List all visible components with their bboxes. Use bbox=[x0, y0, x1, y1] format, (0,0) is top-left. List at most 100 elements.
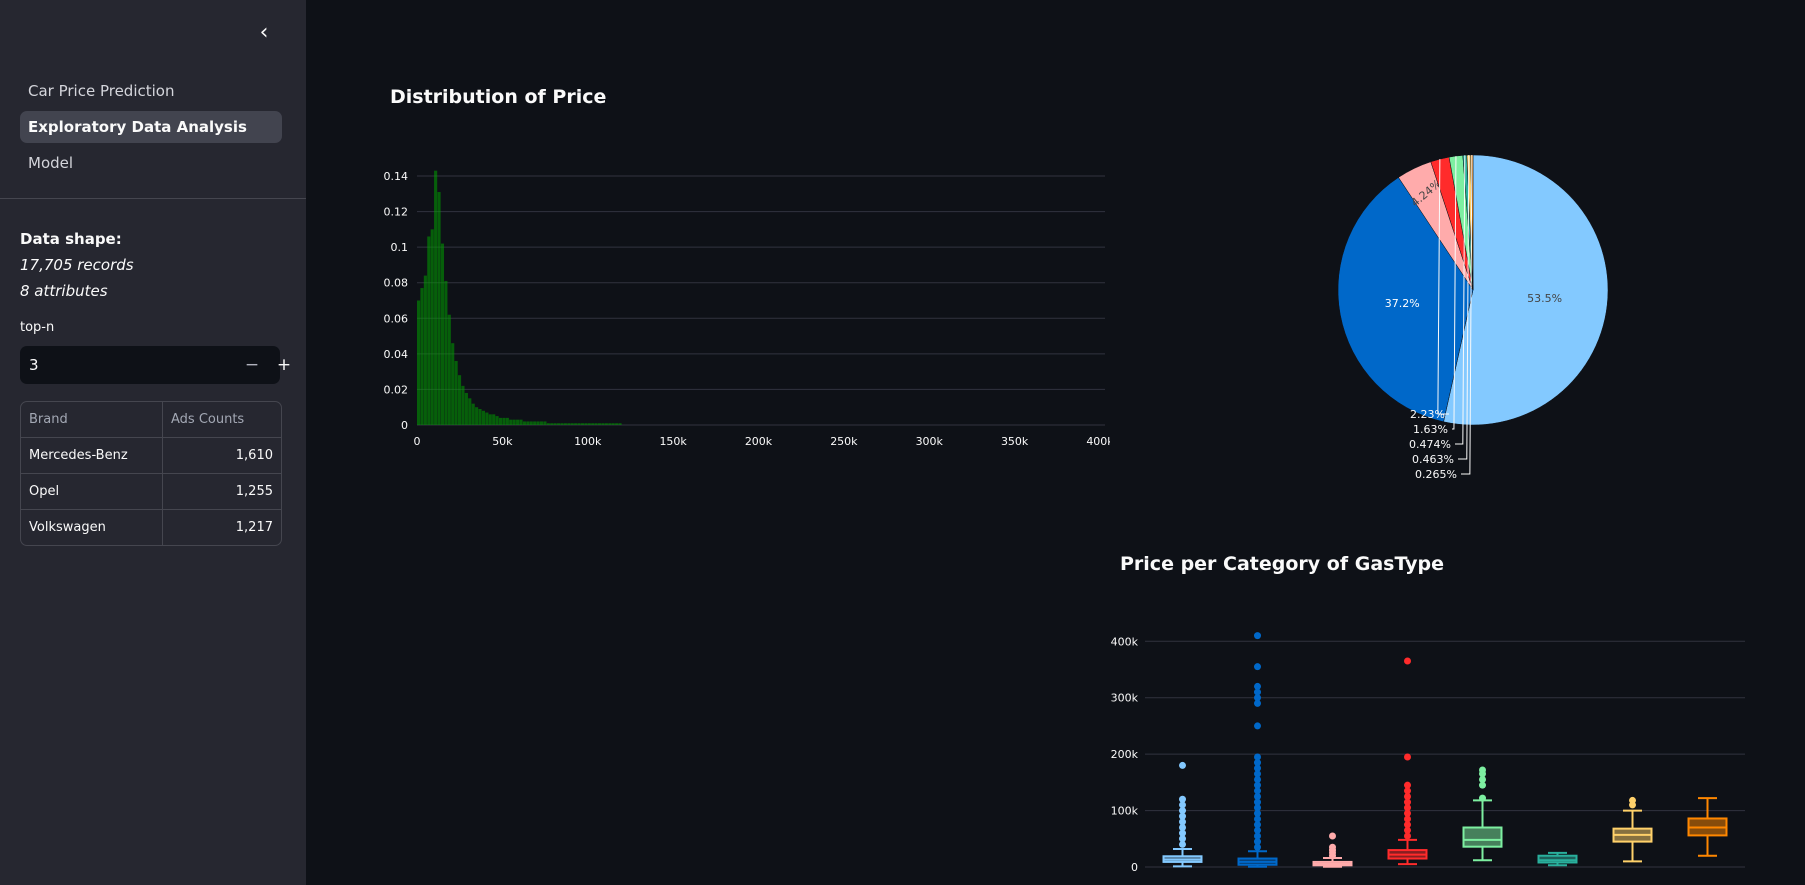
topn-input-value[interactable]: 3 bbox=[29, 356, 39, 374]
histogram-bar bbox=[478, 408, 482, 425]
nav-item-exploratory-data-analysis[interactable]: Exploratory Data Analysis bbox=[20, 111, 282, 143]
histogram-bar bbox=[615, 423, 619, 425]
box-outlier-point bbox=[1254, 843, 1261, 851]
pie-slice bbox=[1470, 154, 1474, 291]
boxplot-title: Price per Category of GasType bbox=[1120, 553, 1445, 575]
pie-outside-label: 0.265% bbox=[1415, 468, 1457, 481]
decrement-button[interactable]: − bbox=[244, 355, 260, 375]
box-outlier-point bbox=[1179, 840, 1186, 848]
chevron-left-icon: ‹ bbox=[259, 19, 269, 45]
x-tick-label: 50k bbox=[492, 435, 513, 448]
histogram-bar bbox=[440, 243, 445, 425]
histogram-bar bbox=[444, 280, 448, 425]
box-outlier-point bbox=[1254, 764, 1261, 772]
histogram-bar bbox=[533, 421, 537, 425]
histogram-bar bbox=[434, 170, 438, 425]
histogram-bar bbox=[594, 423, 598, 425]
histogram-bar bbox=[423, 275, 427, 425]
histogram-bar bbox=[574, 423, 578, 425]
table-cell-brand: Mercedes-Benz bbox=[21, 438, 163, 473]
histogram-bar bbox=[560, 423, 564, 425]
increment-button[interactable]: + bbox=[276, 355, 292, 375]
nav-item-model[interactable]: Model bbox=[28, 154, 74, 172]
histogram-bar bbox=[597, 423, 602, 425]
histogram-bar bbox=[481, 410, 485, 425]
histogram-bar bbox=[563, 423, 567, 425]
box-outlier-point bbox=[1479, 794, 1486, 802]
nav-item-car-price-prediction[interactable]: Car Price Prediction bbox=[28, 82, 175, 100]
box-outlier-point bbox=[1179, 835, 1186, 843]
table-row: Volkswagen 1,217 bbox=[21, 509, 281, 545]
pie-slice-label: 53.5% bbox=[1527, 292, 1562, 305]
box-outlier-point bbox=[1404, 781, 1411, 789]
box-outlier-point bbox=[1254, 798, 1261, 806]
histogram-bar bbox=[529, 421, 533, 425]
box-outlier-point bbox=[1254, 722, 1261, 730]
x-tick-label: 350k bbox=[1001, 435, 1029, 448]
y-tick-label: 200k bbox=[1111, 748, 1139, 761]
histogram-bar bbox=[557, 423, 561, 425]
column-header-ads-counts[interactable]: Ads Counts bbox=[171, 412, 245, 427]
box-outlier-point bbox=[1404, 753, 1411, 761]
histogram-bar bbox=[430, 229, 434, 425]
histogram-bar bbox=[485, 412, 489, 425]
box-outlier-point bbox=[1404, 809, 1411, 817]
column-header-brand[interactable]: Brand bbox=[21, 402, 163, 437]
box-outlier-point bbox=[1254, 826, 1261, 834]
pie-leader-line bbox=[1452, 156, 1457, 430]
histogram-bar bbox=[546, 423, 550, 425]
histogram-bar bbox=[475, 407, 479, 425]
box-outlier-point bbox=[1404, 798, 1411, 806]
histogram-bar bbox=[502, 417, 506, 425]
box-outlier-point bbox=[1254, 832, 1261, 840]
x-tick-label: 250k bbox=[830, 435, 858, 448]
y-tick-label: 0.08 bbox=[384, 277, 409, 290]
collapse-sidebar-button[interactable]: ‹ bbox=[253, 19, 275, 45]
histogram-bar bbox=[526, 421, 530, 425]
box-outlier-point bbox=[1404, 832, 1411, 840]
box-outlier-point bbox=[1254, 688, 1261, 696]
y-tick-label: 400k bbox=[1111, 635, 1139, 648]
histogram-bar bbox=[461, 385, 465, 425]
box-outlier-point bbox=[1254, 804, 1261, 812]
box-outlier-point bbox=[1254, 694, 1261, 702]
histogram-bar bbox=[447, 314, 451, 425]
histogram-bar bbox=[417, 300, 421, 425]
histogram-bar bbox=[468, 398, 472, 425]
histogram-bar bbox=[601, 423, 605, 425]
box-outlier-point bbox=[1179, 812, 1186, 820]
box-outlier-point bbox=[1179, 829, 1186, 837]
gastype-pie-chart: 53.5%37.2%4.24%2.23%1.63%0.474%0.463%0.2… bbox=[1337, 154, 1609, 481]
topn-stepper[interactable]: 3 − + bbox=[20, 346, 291, 384]
data-shape-title: Data shape: bbox=[20, 230, 122, 248]
table-cell-count: 1,255 bbox=[235, 484, 273, 499]
y-tick-label: 0.06 bbox=[384, 312, 409, 325]
x-tick-label: 0 bbox=[414, 435, 421, 448]
histogram-bar bbox=[543, 421, 547, 425]
table-cell-brand: Opel bbox=[21, 474, 163, 509]
x-tick-label: 400k bbox=[1086, 435, 1110, 448]
box-iqr bbox=[1462, 826, 1503, 848]
sidebar-nav: Car Price Prediction Exploratory Data An… bbox=[20, 75, 282, 183]
y-tick-label: 0.1 bbox=[391, 241, 409, 254]
box-outlier-point bbox=[1404, 815, 1411, 823]
pie-leader-line bbox=[1461, 155, 1473, 475]
y-tick-label: 0.04 bbox=[384, 348, 409, 361]
y-tick-label: 300k bbox=[1111, 692, 1139, 705]
box-outlier-point bbox=[1479, 781, 1486, 789]
histogram-bar bbox=[427, 236, 431, 425]
box-outlier-point bbox=[1254, 759, 1261, 767]
x-tick-label: 100k bbox=[574, 435, 602, 448]
box-outlier-point bbox=[1254, 682, 1261, 690]
histogram-bar bbox=[516, 419, 520, 425]
pie-slice bbox=[1337, 177, 1474, 423]
box-outlier-point bbox=[1179, 795, 1186, 803]
y-tick-label: 0 bbox=[401, 419, 408, 432]
histogram-bar bbox=[505, 417, 509, 425]
box-outlier-point bbox=[1329, 843, 1336, 851]
box-outlier-point bbox=[1404, 821, 1411, 829]
histogram-bar bbox=[580, 423, 585, 425]
box-outlier-point bbox=[1629, 796, 1636, 804]
pie-leader-line bbox=[1455, 155, 1466, 445]
x-tick-label: 150k bbox=[659, 435, 687, 448]
